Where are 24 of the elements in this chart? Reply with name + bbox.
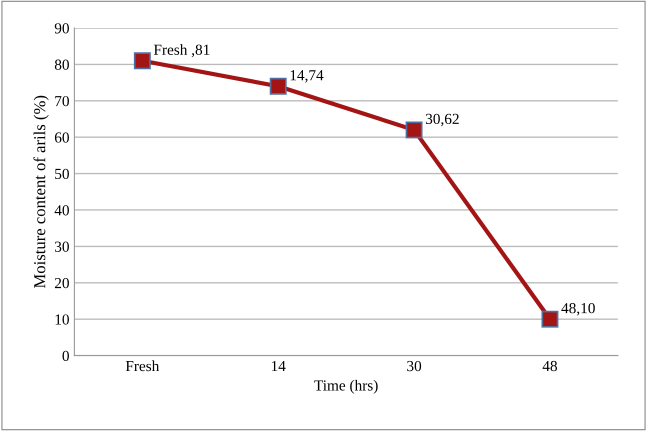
x-tick-label: Fresh — [126, 360, 160, 372]
y-axis-title: Moisture content of arils (%) — [33, 96, 49, 288]
y-tick-label: 20 — [54, 278, 69, 288]
y-tick-label: 70 — [55, 96, 69, 106]
x-tick-label: 14 — [272, 360, 286, 372]
point — [541, 310, 558, 328]
y-tick-label: 30 — [54, 242, 69, 252]
y-tick-label: 60 — [54, 132, 69, 143]
x-tick-label: 48 — [542, 360, 558, 372]
y-tick-label: 0 — [62, 350, 69, 362]
y-tick-label: 90 — [54, 23, 69, 34]
point — [406, 121, 423, 138]
x-axis-title: Time (hrs) — [314, 380, 378, 394]
annotation: Fresh ,81 — [154, 44, 210, 58]
y-tick-label: 40 — [54, 205, 69, 216]
y-tick-label: 10 — [56, 314, 69, 325]
y-tick-label: 80 — [54, 60, 69, 70]
point — [134, 52, 151, 70]
x-tick-label: 30 — [407, 360, 422, 372]
y-tick-label: 50 — [55, 168, 69, 180]
point — [270, 78, 287, 95]
annotation: 48,10 — [561, 302, 595, 316]
annotation: 30,62 — [426, 114, 459, 126]
annotation: 14,74 — [290, 70, 324, 83]
